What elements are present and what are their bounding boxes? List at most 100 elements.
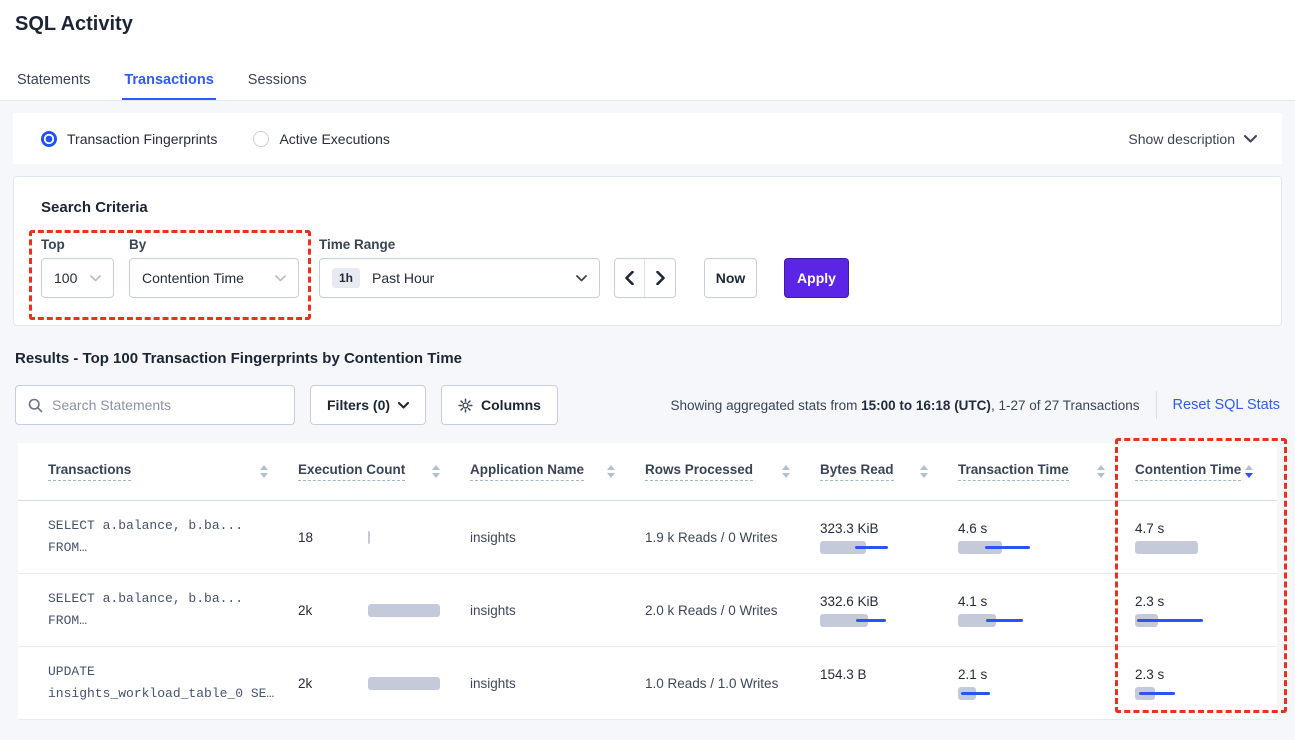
chevron-left-icon: [625, 271, 634, 285]
time-nav-group: [614, 258, 676, 298]
execution-count-cell: 18: [298, 530, 470, 545]
filters-button[interactable]: Filters (0): [310, 385, 427, 425]
bytes-read-cell: 332.6 KiB: [820, 594, 958, 627]
time-range-badge: 1h: [332, 268, 361, 288]
radio-selected-icon: [41, 130, 57, 147]
bytes-read-cell: 154.3 B: [820, 667, 958, 700]
tab-bar: Statements Transactions Sessions: [15, 72, 309, 100]
column-header-rows-processed[interactable]: Rows Processed: [645, 462, 820, 481]
results-controls-row: Filters (0) Columns Showing aggregated s…: [15, 385, 1280, 425]
top-label: Top: [41, 237, 65, 252]
sort-icon: [782, 465, 790, 478]
transactions-table: Transactions Execution Count Application…: [18, 438, 1287, 720]
column-header-bytes-read[interactable]: Bytes Read: [820, 462, 958, 481]
contention-time-bar: [1135, 540, 1255, 554]
apply-button[interactable]: Apply: [784, 258, 849, 298]
table-row: SELECT a.balance, b.ba... FROM… 18 insig…: [18, 501, 1277, 574]
search-criteria-card: Search Criteria Top 100 By Contention Ti…: [13, 176, 1282, 326]
stats-cluster: Showing aggregated stats from 15:00 to 1…: [671, 391, 1280, 419]
contention-time-bar: [1135, 686, 1255, 700]
contention-time-cell: 2.3 s: [1135, 594, 1259, 627]
transaction-time-cell: 4.6 s: [958, 521, 1135, 554]
radio-unselected-icon: [253, 130, 270, 147]
contention-time-cell: 4.7 s: [1135, 521, 1259, 554]
results-heading: Results - Top 100 Transaction Fingerprin…: [15, 350, 463, 367]
execution-count-cell: 2k: [298, 676, 470, 691]
transaction-fingerprint-link[interactable]: SELECT a.balance, b.ba... FROM…: [48, 518, 244, 555]
vertical-divider: [1155, 391, 1157, 419]
reset-sql-stats-link[interactable]: Reset SQL Stats: [1172, 397, 1280, 413]
contention-time-bar: [1135, 613, 1255, 627]
previous-time-button[interactable]: [615, 259, 645, 297]
application-name-cell: insights: [470, 675, 516, 691]
view-toggle-bar: Transaction Fingerprints Active Executio…: [13, 113, 1282, 164]
show-description-label: Show description: [1128, 130, 1235, 147]
execution-count-bar: [368, 530, 370, 544]
columns-button[interactable]: Columns: [441, 385, 558, 425]
table-header-row: Transactions Execution Count Application…: [18, 443, 1277, 501]
tab-sessions[interactable]: Sessions: [247, 72, 307, 88]
radio-active-executions[interactable]: Active Executions: [253, 130, 390, 147]
by-select-value: Contention Time: [142, 270, 244, 286]
application-name-cell: insights: [470, 529, 516, 545]
sort-icon-active-desc: [1245, 465, 1253, 478]
contention-time-cell: 2.3 s: [1135, 667, 1259, 700]
tab-transactions[interactable]: Transactions: [122, 72, 216, 100]
chevron-down-icon: [576, 274, 587, 281]
column-header-transactions[interactable]: Transactions: [48, 462, 298, 481]
rows-processed-cell: 1.9 k Reads / 0 Writes: [645, 529, 778, 545]
sort-icon: [260, 465, 268, 478]
column-header-application-name[interactable]: Application Name: [470, 462, 645, 481]
by-select[interactable]: Contention Time: [129, 258, 299, 298]
transaction-time-bar: [958, 540, 1078, 554]
sort-icon: [920, 465, 928, 478]
table-row: SELECT a.balance, b.ba... FROM… 2k insig…: [18, 574, 1277, 647]
show-description-toggle[interactable]: Show description: [1128, 131, 1257, 147]
transaction-fingerprint-link[interactable]: UPDATE insights_workload_table_0 SE…: [48, 664, 275, 701]
time-range-select[interactable]: 1h Past Hour: [319, 258, 600, 298]
column-header-execution-count[interactable]: Execution Count: [298, 462, 470, 481]
search-statements-input[interactable]: [52, 397, 282, 413]
execution-count-bar: [368, 676, 440, 690]
transaction-time-bar: [958, 613, 1078, 627]
bytes-read-bar: [820, 687, 940, 700]
chevron-down-icon: [398, 401, 410, 408]
chevron-down-icon: [90, 274, 101, 281]
table-row: UPDATE insights_workload_table_0 SE… 2k …: [18, 647, 1277, 720]
chevron-right-icon: [655, 271, 665, 285]
next-time-button[interactable]: [645, 259, 675, 297]
column-header-transaction-time[interactable]: Transaction Time: [958, 462, 1135, 481]
now-button[interactable]: Now: [704, 258, 757, 298]
search-statements-box: [15, 385, 295, 425]
rows-processed-cell: 2.0 k Reads / 0 Writes: [645, 602, 778, 618]
time-range-label: Time Range: [319, 237, 396, 252]
sort-icon: [1097, 465, 1105, 478]
transaction-fingerprint-link[interactable]: SELECT a.balance, b.ba... FROM…: [48, 591, 244, 628]
tab-statements[interactable]: Statements: [17, 72, 91, 88]
page-header: SQL Activity Statements Transactions Ses…: [0, 0, 1295, 101]
page-title: SQL Activity: [15, 13, 133, 35]
time-range-value: Past Hour: [372, 270, 435, 286]
bytes-read-cell: 323.3 KiB: [820, 521, 958, 554]
chevron-down-icon: [275, 274, 286, 281]
by-label: By: [129, 237, 147, 252]
transaction-time-cell: 4.1 s: [958, 594, 1135, 627]
sort-icon: [432, 465, 440, 478]
bytes-read-bar: [820, 540, 940, 554]
radio-transaction-fingerprints[interactable]: Transaction Fingerprints: [41, 130, 218, 147]
top-select-value: 100: [54, 270, 78, 286]
top-select[interactable]: 100: [41, 258, 114, 298]
radio-label: Transaction Fingerprints: [67, 130, 218, 147]
transaction-time-cell: 2.1 s: [958, 667, 1135, 700]
column-header-contention-time[interactable]: Contention Time: [1135, 462, 1259, 481]
transaction-time-bar: [958, 686, 1078, 700]
columns-button-label: Columns: [481, 397, 541, 413]
filters-button-label: Filters (0): [327, 397, 391, 413]
execution-count-bar: [368, 603, 440, 617]
sort-icon: [607, 465, 615, 478]
gear-icon: [458, 397, 473, 413]
application-name-cell: insights: [470, 602, 516, 618]
rows-processed-cell: 1.0 Reads / 1.0 Writes: [645, 675, 779, 691]
aggregated-stats-text: Showing aggregated stats from 15:00 to 1…: [670, 397, 1140, 413]
